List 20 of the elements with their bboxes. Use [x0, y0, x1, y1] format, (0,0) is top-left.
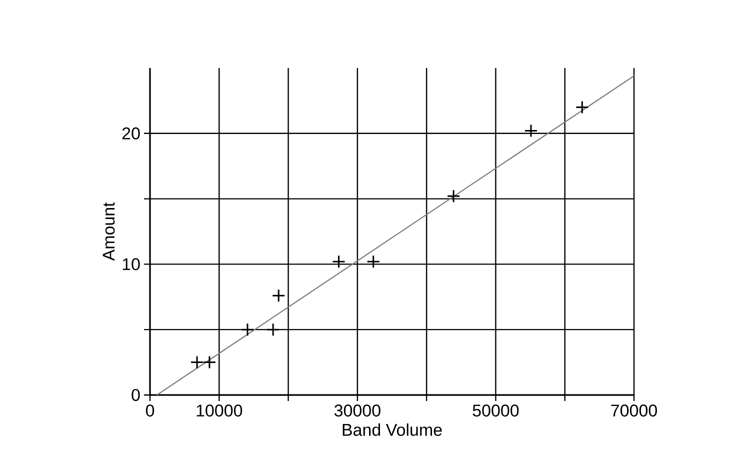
point — [190, 356, 204, 370]
x-tick-label: 50000 — [472, 404, 519, 417]
x-tick-label: 0 — [146, 404, 154, 417]
point — [524, 124, 538, 138]
point — [366, 254, 380, 268]
x-axis-title: Band Volume — [342, 423, 442, 436]
y-tick-label: 10 — [122, 258, 140, 270]
y-tick-label: 20 — [122, 127, 140, 140]
point — [575, 100, 589, 114]
x-tick-label: 70000 — [611, 404, 657, 417]
point — [446, 189, 460, 203]
point — [202, 356, 216, 370]
x-tick-label: 10000 — [196, 404, 242, 417]
point — [240, 322, 254, 336]
point — [266, 322, 280, 336]
y-tick-label: 0 — [132, 388, 140, 402]
point — [332, 254, 346, 268]
point — [272, 288, 286, 302]
x-tick-label: 30000 — [334, 404, 380, 417]
y-axis-title: Amount — [102, 202, 115, 261]
